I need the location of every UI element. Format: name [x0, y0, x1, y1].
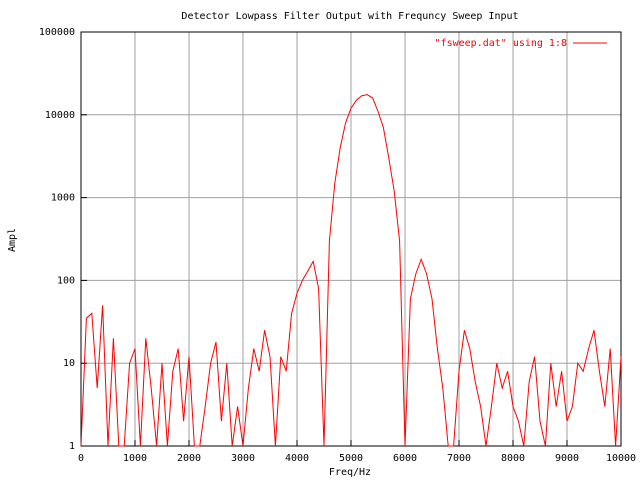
y-tick-label: 1 [69, 441, 75, 452]
y-tick-label: 100 [57, 275, 75, 286]
y-tick-label: 10000 [45, 110, 75, 121]
x-tick-label: 0 [78, 453, 84, 464]
y-tick-label: 10 [63, 358, 75, 369]
plot-frame [80, 31, 622, 447]
y-axis-label: Ampl [7, 228, 18, 252]
x-tick-label: 2000 [177, 453, 201, 464]
x-tick-label: 5000 [339, 453, 363, 464]
y-tick-label: 1000 [51, 193, 75, 204]
x-tick-label: 8000 [501, 453, 525, 464]
x-axis-label: Freq/Hz [329, 467, 371, 478]
x-tick-label: 7000 [447, 453, 471, 464]
x-tick-label: 3000 [231, 453, 255, 464]
legend-label: "fsweep.dat" using 1:8 [435, 38, 567, 49]
y-tick-label: 100000 [39, 27, 75, 38]
x-tick-label: 9000 [555, 453, 579, 464]
x-tick-label: 6000 [393, 453, 417, 464]
x-tick-label: 1000 [123, 453, 147, 464]
x-tick-label: 4000 [285, 453, 309, 464]
chart-title: Detector Lowpass Filter Output with Freq… [181, 11, 518, 22]
x-tick-label: 10000 [606, 453, 636, 464]
data-line [80, 94, 622, 447]
